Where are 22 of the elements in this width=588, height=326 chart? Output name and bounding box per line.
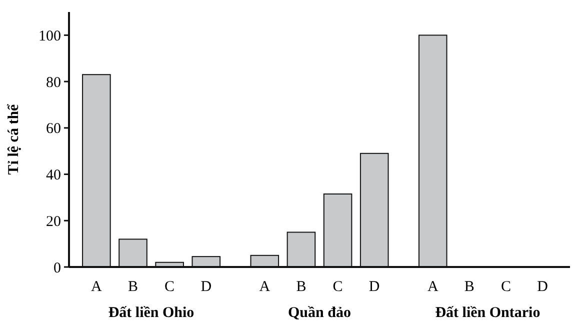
x-tick-label: C bbox=[164, 279, 175, 295]
y-tick-label: 20 bbox=[46, 214, 61, 230]
y-tick-label: 0 bbox=[54, 260, 61, 276]
x-tick-label: B bbox=[464, 279, 474, 295]
x-tick-label: A bbox=[427, 279, 438, 295]
x-tick-label: B bbox=[128, 279, 138, 295]
x-tick-label: C bbox=[332, 279, 343, 295]
x-tick-label: C bbox=[500, 279, 512, 295]
y-tick-label: 100 bbox=[38, 28, 61, 44]
x-tick-label: D bbox=[537, 279, 548, 295]
y-axis-title: Tỉ lệ cá thể bbox=[6, 104, 22, 175]
text: Đất liền Ontario bbox=[435, 305, 540, 321]
x-tick-label: B bbox=[296, 279, 306, 295]
y-tick-label: 40 bbox=[46, 168, 61, 184]
text: Quần đảo bbox=[288, 305, 351, 321]
x-tick-label: D bbox=[368, 279, 380, 295]
y-tick-label: 60 bbox=[46, 121, 61, 138]
x-tick-label: D bbox=[200, 279, 212, 295]
x-tick-label: A bbox=[91, 279, 102, 295]
y-tick-label: 80 bbox=[46, 74, 61, 91]
text: Đất liền Ohio bbox=[108, 305, 194, 321]
x-tick-label: A bbox=[259, 279, 270, 295]
